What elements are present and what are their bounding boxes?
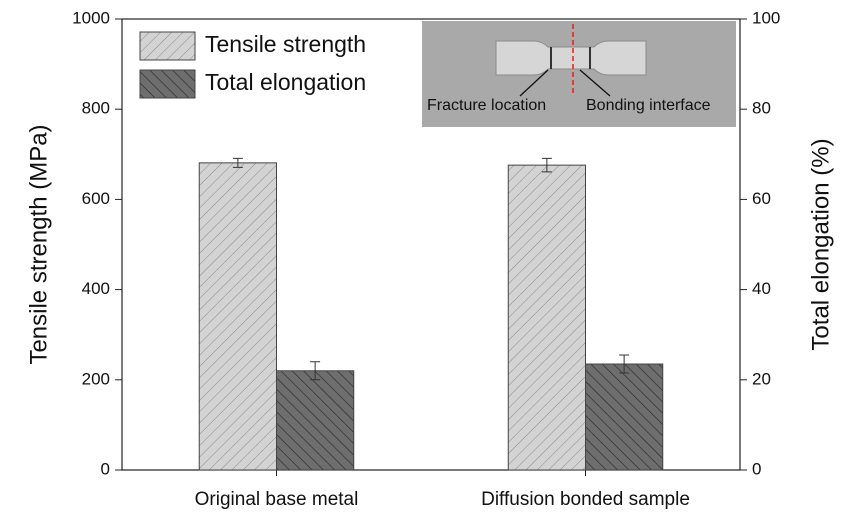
- y2-tick-label: 40: [752, 279, 771, 298]
- chart: 0 200 400 600 800 1000 0 20 40 60 80 100 Tensile str…: [0, 0, 845, 516]
- y-tick-label: 1000: [72, 8, 110, 27]
- annotation: Bonding interface: [586, 97, 711, 114]
- legend-swatch: [140, 70, 195, 98]
- y-tick-label: 0: [101, 459, 110, 478]
- legend-swatch: [140, 32, 195, 60]
- y2-tick-label: 60: [752, 189, 771, 208]
- legend-label: Total elongation: [205, 69, 366, 95]
- bar: [586, 364, 663, 470]
- y2-tick-label: 20: [752, 369, 771, 388]
- y2-tick-label: 80: [752, 99, 771, 118]
- x-tick-label: Diffusion bonded sample: [481, 489, 690, 510]
- y2-tick-label: 100: [752, 8, 780, 27]
- bar: [277, 371, 354, 470]
- y-tick-label: 800: [82, 99, 110, 118]
- bar: [508, 165, 585, 470]
- x-tick-label: Original base metal: [195, 489, 359, 510]
- y2-tick-label: 0: [752, 459, 761, 478]
- legend-label: Tensile strength: [205, 31, 366, 57]
- annotation: Fracture location: [427, 97, 546, 114]
- y-tick-label: 400: [82, 279, 110, 298]
- y-axis-label: Tensile strength (MPa): [25, 124, 52, 364]
- y-tick-label: 600: [82, 189, 110, 208]
- y2-axis-label: Total elongation (%): [807, 138, 834, 350]
- bar: [199, 163, 276, 470]
- y-tick-label: 200: [82, 369, 110, 388]
